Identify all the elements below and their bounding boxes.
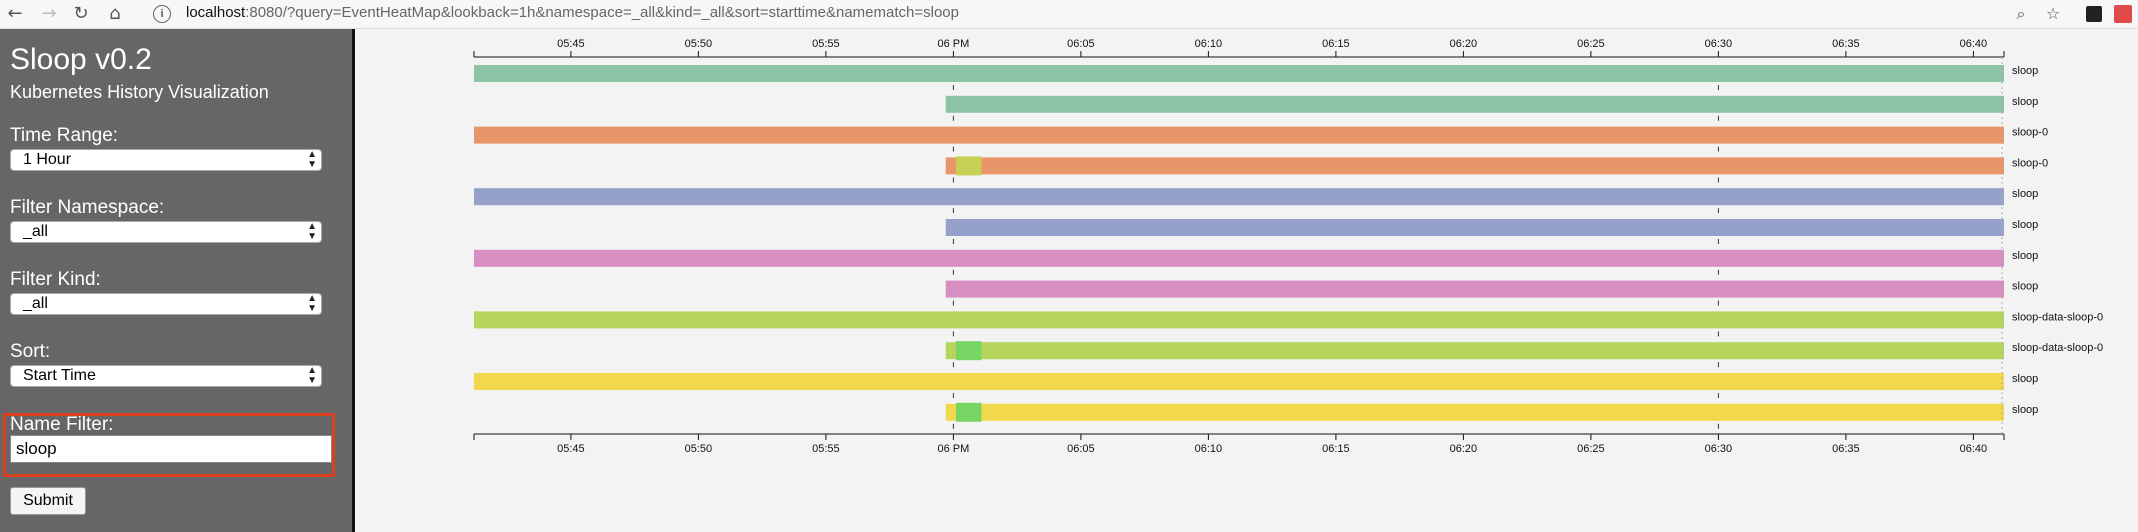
resource-bar: [474, 249, 2004, 267]
row-label: sloop-0: [2012, 157, 2048, 169]
bottom-tick-label: 06 PM: [938, 443, 970, 455]
bottom-tick-label: 05:55: [812, 443, 840, 455]
event-heat-cell: [955, 156, 982, 176]
row-label: sloop: [2012, 373, 2038, 385]
resource-bar: [474, 65, 2004, 82]
bottom-tick-label: 06:30: [1705, 443, 1733, 455]
sort-value: Start Time: [23, 367, 96, 384]
url-path: :8080/?query=EventHeatMap&lookback=1h&na…: [245, 4, 959, 21]
top-tick-label: 06:30: [1705, 38, 1733, 50]
row-label: sloop: [2012, 65, 2038, 77]
select-arrows-icon: ▲ ▼: [307, 293, 317, 314]
row-label: sloop-data-sloop-0: [2012, 311, 2103, 323]
name-filter-highlight: [3, 413, 335, 477]
back-arrow-icon[interactable]: ←: [7, 3, 23, 24]
sort-label: Sort:: [10, 341, 51, 362]
resource-bar: [945, 403, 2004, 421]
resource-bar: [945, 280, 2004, 298]
extension-red-icon[interactable]: [2114, 5, 2132, 23]
resource-bar: [474, 126, 2004, 144]
reload-icon[interactable]: ↻: [73, 3, 89, 24]
resource-bar: [474, 373, 2004, 390]
bottom-tick-label: 06:40: [1960, 443, 1988, 455]
namespace-label: Filter Namespace:: [10, 197, 165, 218]
select-arrows-icon: ▲ ▼: [307, 149, 317, 170]
top-tick-label: 06:20: [1450, 38, 1478, 50]
row-label: sloop: [2012, 219, 2038, 231]
resource-bar: [474, 311, 2004, 329]
kind-label: Filter Kind:: [10, 269, 101, 290]
resource-bar: [945, 157, 2004, 175]
bottom-tick-label: 06:05: [1067, 443, 1095, 455]
top-tick-label: 06:15: [1322, 38, 1350, 50]
top-tick-label: 05:45: [557, 38, 585, 50]
bottom-tick-label: 06:25: [1577, 443, 1605, 455]
event-heatmap: 05:45 05:45 05:50 05:50 05:55 05:55 06 PM 06 PM…: [358, 29, 2138, 532]
resource-bar: [945, 95, 2004, 113]
resource-bar: [945, 342, 2004, 360]
bottom-tick-label: 05:50: [685, 443, 713, 455]
resource-bar: [474, 188, 2004, 206]
app-title: Sloop v0.2: [10, 43, 152, 76]
bottom-tick-label: 06:10: [1195, 443, 1223, 455]
top-tick-label: 05:55: [812, 38, 840, 50]
zoom-icon[interactable]: ⌕: [2016, 4, 2026, 23]
submit-button[interactable]: Submit: [10, 487, 86, 515]
top-tick-label: 06 PM: [938, 38, 970, 50]
top-tick-label: 06:10: [1195, 38, 1223, 50]
row-label: sloop-0: [2012, 127, 2048, 139]
extension-icon[interactable]: [2086, 6, 2102, 22]
namespace-value: _all: [23, 223, 48, 240]
namespace-select[interactable]: _all ▲ ▼: [10, 221, 322, 243]
url-host: localhost: [186, 4, 246, 21]
top-tick-label: 06:25: [1577, 38, 1605, 50]
event-heat-cell: [955, 402, 982, 422]
row-label: sloop: [2012, 404, 2038, 416]
time-range-select[interactable]: 1 Hour ▲ ▼: [10, 149, 322, 171]
bottom-tick-label: 06:20: [1450, 443, 1478, 455]
top-tick-label: 06:35: [1832, 38, 1860, 50]
home-icon[interactable]: ⌂: [109, 3, 121, 24]
row-label: sloop: [2012, 188, 2038, 200]
bottom-tick-label: 06:15: [1322, 443, 1350, 455]
resource-bar: [945, 219, 2004, 236]
kind-value: _all: [23, 295, 48, 312]
top-tick-label: 06:05: [1067, 38, 1095, 50]
address-bar[interactable]: localhost:8080/?query=EventHeatMap&lookb…: [186, 4, 959, 21]
time-range-label: Time Range:: [10, 125, 119, 146]
app-subtitle: Kubernetes History Visualization: [10, 82, 269, 102]
bottom-tick-label: 06:35: [1832, 443, 1860, 455]
time-range-value: 1 Hour: [23, 151, 72, 168]
top-tick-label: 05:50: [685, 38, 713, 50]
bottom-tick-label: 05:45: [557, 443, 585, 455]
bookmark-star-icon[interactable]: ☆: [2045, 4, 2061, 23]
name-filter-input[interactable]: sloop: [10, 435, 332, 463]
sidebar: Sloop v0.2 Kubernetes History Visualizat…: [0, 29, 355, 532]
browser-toolbar: ← → ↻ ⌂ i localhost:8080/?query=EventHea…: [0, 0, 2138, 29]
name-filter-label: Name Filter:: [10, 414, 114, 435]
select-arrows-icon: ▲ ▼: [307, 221, 317, 242]
row-label: sloop: [2012, 281, 2038, 293]
row-label: sloop: [2012, 96, 2038, 108]
top-tick-label: 06:40: [1960, 38, 1988, 50]
row-label: sloop: [2012, 250, 2038, 262]
info-icon[interactable]: i: [153, 5, 171, 23]
select-arrows-icon: ▲ ▼: [307, 365, 317, 386]
event-heat-cell: [955, 341, 982, 361]
heatmap-svg: 05:45 05:45 05:50 05:50 05:55 05:55 06 PM 06 PM…: [473, 38, 2103, 455]
row-label: sloop-data-sloop-0: [2012, 342, 2103, 354]
forward-arrow-icon[interactable]: →: [41, 3, 57, 24]
kind-select[interactable]: _all ▲ ▼: [10, 293, 322, 315]
sort-select[interactable]: Start Time ▲ ▼: [10, 365, 322, 387]
